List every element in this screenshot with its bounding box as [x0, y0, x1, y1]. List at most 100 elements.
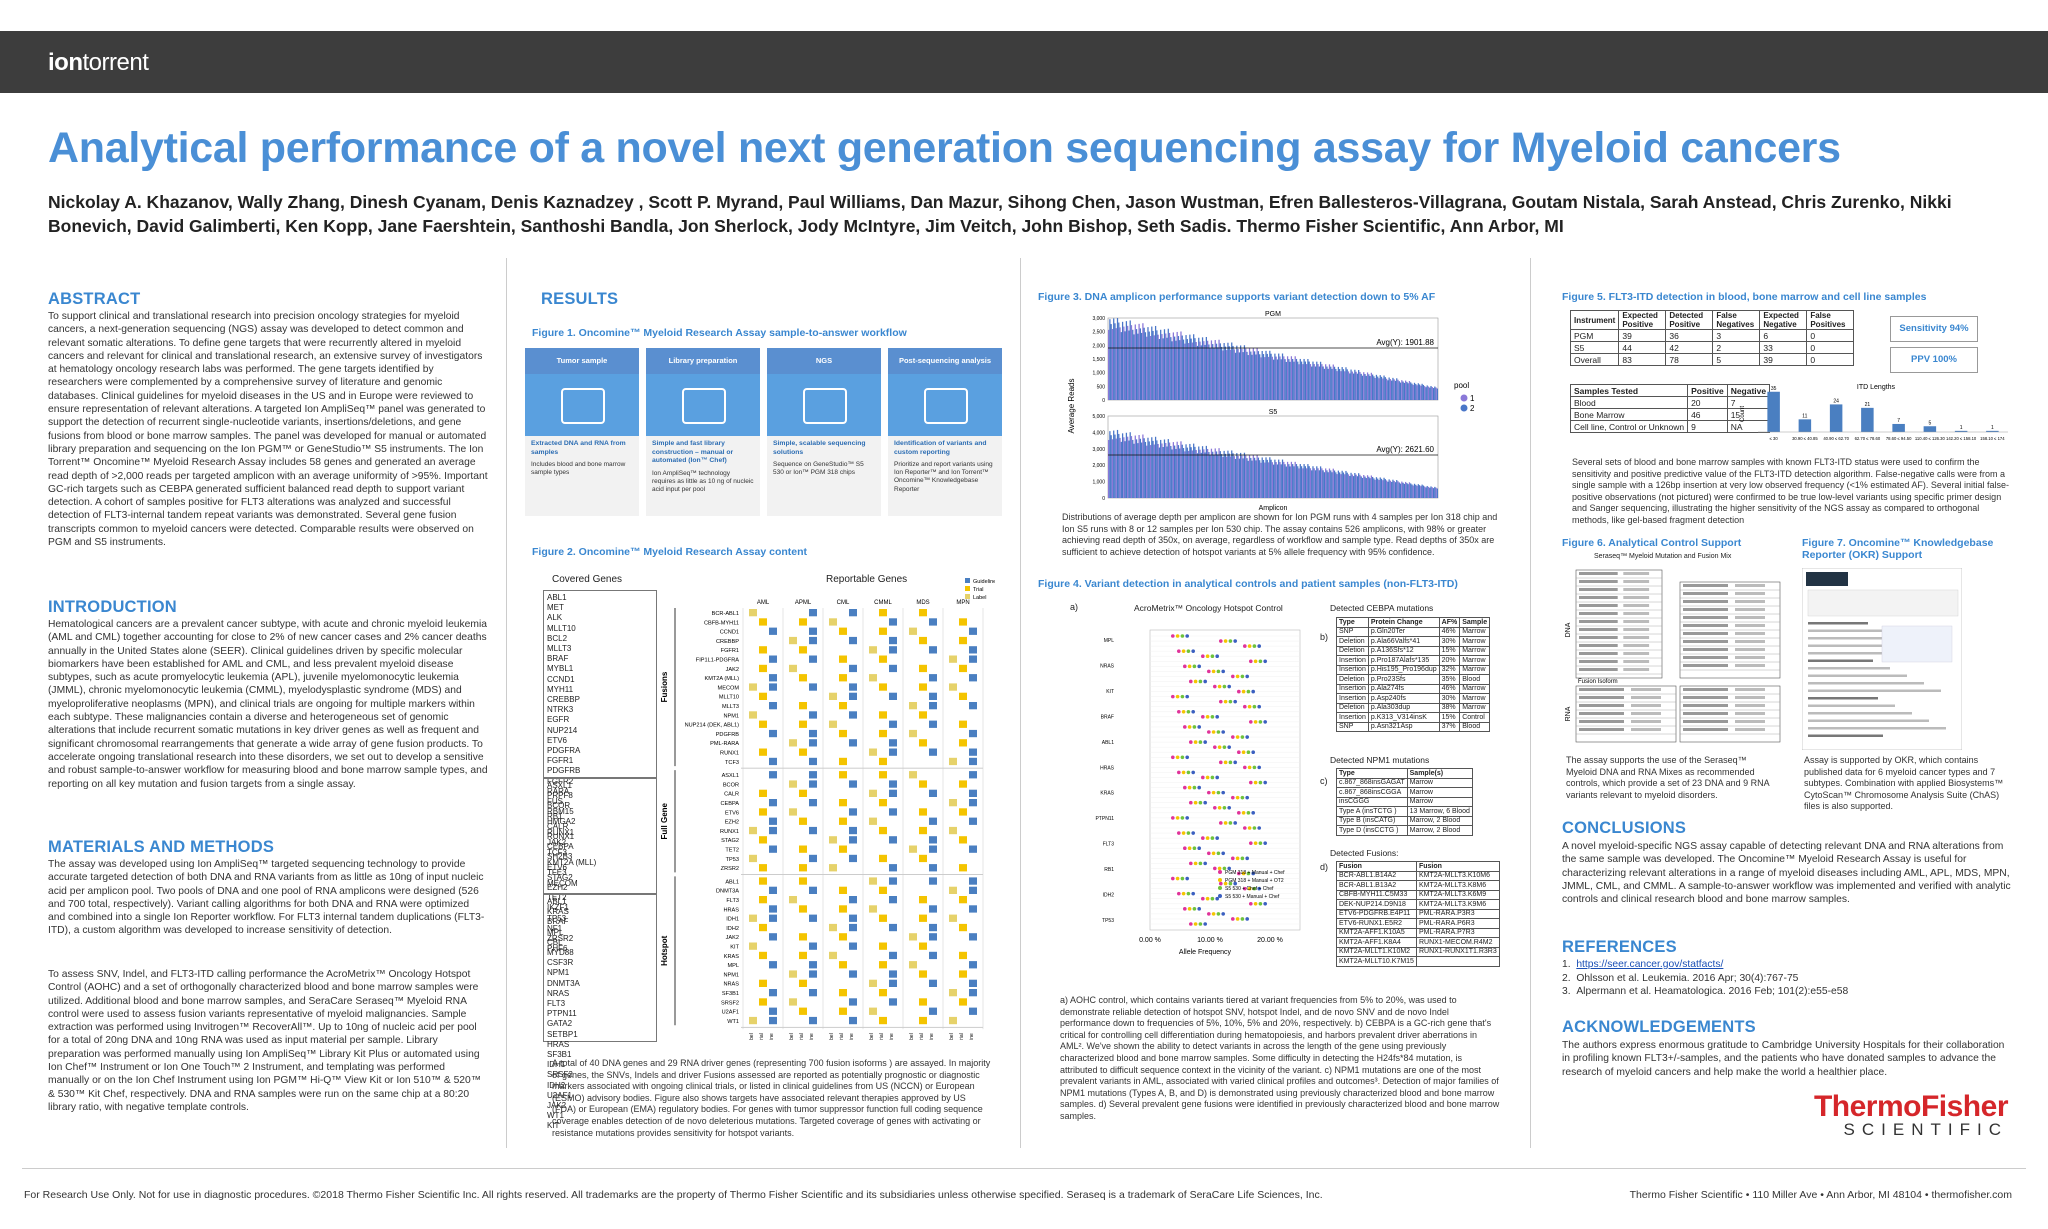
- table-cell: 15%: [1438, 645, 1461, 656]
- gene-label: KIT: [1106, 689, 1114, 695]
- variant-point: [1251, 811, 1255, 815]
- amplicon-bar: [1186, 339, 1188, 400]
- variant-point: [1219, 821, 1223, 825]
- table-cell: PML-RARA.P3R3: [1415, 908, 1500, 919]
- reportable-gene: RUNX1: [720, 751, 739, 757]
- reference-2: Ohlsson et al. Leukemia. 2016 Apr; 30(4)…: [1576, 972, 1799, 984]
- control-entry: [1683, 664, 1728, 667]
- variant-point: [1217, 866, 1222, 871]
- matrix-cell: [769, 961, 777, 969]
- amplicon-bar: [1354, 472, 1356, 498]
- report-text-line: [1808, 637, 1902, 640]
- sub-column-label: Trial: [879, 1033, 885, 1040]
- variant-point: [1246, 750, 1251, 755]
- amplicon-bar: [1228, 346, 1230, 400]
- control-entry: [1579, 668, 1618, 671]
- variant-point: [1197, 846, 1201, 851]
- amplicon-bar: [1144, 441, 1147, 498]
- control-entry: [1623, 644, 1650, 647]
- reportable-gene: MECOM: [718, 685, 740, 691]
- amplicon-bar: [1425, 387, 1427, 400]
- variant-point: [1205, 896, 1210, 901]
- figure-3-title: Figure 3. DNA amplicon performance suppo…: [1038, 291, 1436, 303]
- matrix-cell: [929, 748, 937, 756]
- matrix-cell: [889, 998, 897, 1006]
- amplicon-bar: [1248, 455, 1251, 498]
- table-cell: RUNX1-MECOM.R4M2: [1415, 937, 1500, 948]
- matrix-cell: [759, 998, 767, 1006]
- gene-name: CBL: [547, 937, 563, 947]
- legend-label: S5 530 + Manual + Chef: [1225, 894, 1280, 900]
- gene-row: BCL2MLLT3: [547, 634, 653, 654]
- bar-value: 21: [1865, 402, 1871, 408]
- amplicon-bar: [1184, 343, 1186, 400]
- table-cell: 2: [1712, 341, 1761, 354]
- amplicon-bar: [1319, 361, 1322, 400]
- amplicon-bar: [1383, 477, 1385, 498]
- flt3-table: Instrument Expected Positive Detected Posi…: [1569, 310, 1855, 366]
- bar-category: ≤ 30: [1770, 436, 1779, 441]
- variant-point: [1171, 634, 1175, 638]
- amplicon-bar: [1250, 351, 1252, 400]
- table-cell: PGM: [1569, 329, 1620, 342]
- variant-point: [1231, 795, 1235, 800]
- amplicon-bar: [1424, 386, 1426, 400]
- table-row: PGM 39 36 3 6 0: [1569, 329, 1855, 342]
- gene-row: ABL1MET: [547, 593, 653, 613]
- amplicon-bar: [1278, 353, 1280, 400]
- gene-row: EGFRNUP214: [547, 715, 653, 735]
- figure-2-title: Figure 2. Oncomine™ Myeloid Research Ass…: [532, 546, 808, 558]
- matrix-cell: [759, 646, 767, 654]
- matrix-cell: [869, 905, 877, 913]
- amplicon-bar: [1311, 366, 1313, 400]
- reportable-gene: MLLT10: [719, 695, 739, 701]
- amplicon-bar: [1133, 443, 1135, 498]
- aohc-plot-title: AcroMetrix™ Oncology Hotspot Control: [1134, 603, 1283, 613]
- matrix-cell: [889, 739, 897, 747]
- amplicon-bar: [1241, 348, 1243, 400]
- amplicon-bar: [1292, 358, 1294, 400]
- amplicon-bar: [1209, 348, 1211, 400]
- gene-name: PDGFRA: [547, 746, 581, 756]
- amplicon-bar: [1330, 470, 1332, 498]
- amplicon-bar: [1205, 336, 1207, 400]
- variant-point: [1243, 704, 1247, 709]
- amplicon-bar: [1264, 357, 1266, 400]
- cebpa-title: Detected CEBPA mutations: [1330, 603, 1434, 613]
- reference-1-link[interactable]: https://seer.cancer.gov/statfacts/: [1576, 959, 1724, 970]
- matrix-cell: [769, 799, 777, 807]
- matrix-cell: [769, 655, 777, 663]
- matrix-cell: [919, 739, 927, 747]
- amplicon-bar: [1229, 456, 1232, 498]
- amplicon-bar: [1116, 318, 1119, 400]
- variant-point: [1228, 821, 1233, 825]
- gene-name: ALK: [547, 613, 563, 623]
- amplicon-bar: [1361, 477, 1364, 498]
- amplicon-bar: [1242, 458, 1244, 498]
- amplicon-bar: [1219, 343, 1221, 400]
- matrix-cell: [929, 877, 937, 885]
- bar-value: 35: [1771, 386, 1777, 392]
- matrix-cell: [849, 854, 857, 863]
- amplicon-bar: [1397, 379, 1399, 400]
- figure-4-caption: a) AOHC control, which contains variants…: [1060, 995, 1500, 1121]
- variant-point: [1258, 780, 1263, 785]
- matrix-cell: [919, 664, 927, 673]
- matrix-cell: [969, 961, 977, 969]
- control-entry: [1579, 636, 1618, 639]
- amplicon-bar: [1170, 446, 1172, 498]
- gene-name: PDGFRB: [547, 766, 581, 776]
- amplicon-bar: [1251, 354, 1253, 400]
- gene-row: IDH1SRSF2: [547, 1060, 653, 1080]
- matrix-cell: [889, 896, 897, 904]
- table-cell: DEK-NUP214.D9N18: [1336, 899, 1417, 910]
- variant-point: [1185, 755, 1189, 760]
- amplicon-bar: [1346, 369, 1348, 400]
- matrix-cell: [749, 1016, 757, 1025]
- matrix-cell: [809, 886, 817, 894]
- variant-point: [1180, 634, 1185, 638]
- amplicon-bar: [1226, 456, 1228, 498]
- reportable-gene: ETV6: [725, 810, 739, 816]
- variant-point: [1241, 811, 1246, 815]
- gene-name: RBM15: [547, 807, 574, 817]
